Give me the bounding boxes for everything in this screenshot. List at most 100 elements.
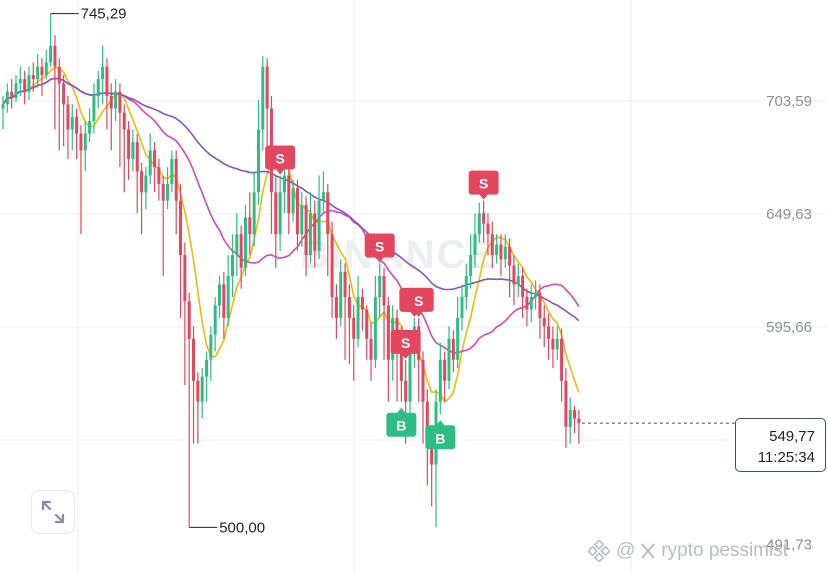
candle (547, 313, 551, 360)
candle (36, 54, 40, 88)
candle (360, 288, 364, 331)
candle (40, 58, 44, 96)
high-label: 745,29 (81, 6, 127, 23)
candle (66, 95, 70, 159)
candle (373, 276, 377, 369)
candle (300, 192, 304, 247)
candle (1, 95, 5, 130)
candle (508, 238, 512, 297)
candle (564, 368, 568, 448)
countdown-timer: 11:25:34 (757, 449, 815, 466)
extreme-labels: 745,29 500,00 (50, 6, 265, 536)
current-price-value: 549,77 (769, 428, 815, 445)
candle (421, 351, 425, 444)
candle (434, 389, 438, 528)
candle (226, 255, 230, 327)
candle (555, 326, 559, 360)
candle (477, 202, 481, 243)
candle (170, 150, 174, 193)
candle (161, 175, 165, 277)
candle (183, 242, 187, 385)
candle (53, 35, 57, 130)
candle (57, 58, 61, 151)
candle (343, 263, 347, 360)
candle (23, 70, 27, 105)
candle (27, 66, 31, 101)
candle (534, 280, 538, 310)
candle (473, 213, 477, 268)
candles (1, 13, 581, 528)
candle (148, 133, 152, 184)
candle (274, 175, 278, 268)
svg-text:S: S (479, 176, 488, 192)
svg-text:S: S (401, 335, 410, 351)
candle (352, 305, 356, 381)
candle (131, 129, 135, 172)
candle (196, 372, 200, 444)
buy-marker: B (425, 420, 456, 450)
candle (157, 158, 161, 201)
binance-logo-icon (588, 540, 610, 562)
candle (551, 326, 555, 369)
candle (495, 234, 499, 264)
candle (10, 79, 14, 109)
sell-marker: S (390, 329, 421, 359)
svg-text:S: S (414, 293, 423, 309)
candle (443, 351, 447, 402)
candle (265, 58, 269, 151)
candle (521, 267, 525, 318)
expand-icon (41, 500, 65, 524)
candle (92, 83, 96, 134)
candle (5, 83, 9, 113)
y-tick-label: 703,59 (766, 93, 812, 110)
sell-marker: S (265, 145, 296, 175)
candle (114, 79, 118, 122)
candle (256, 100, 260, 205)
candle (516, 263, 520, 297)
candle (486, 213, 490, 256)
candle (560, 328, 564, 402)
candle (18, 66, 22, 96)
candle (239, 225, 243, 289)
candle (304, 196, 308, 277)
buy-marker: B (386, 407, 417, 437)
candle (222, 271, 226, 339)
candle (200, 368, 204, 419)
x-logo-icon (641, 543, 655, 559)
y-axis-ticks: 703,59 649,63 595,66 491,73 (766, 93, 812, 554)
candle (118, 83, 122, 168)
candle (386, 296, 390, 402)
candle (101, 45, 105, 105)
candle (192, 326, 196, 444)
candle (308, 192, 312, 264)
candle (577, 410, 581, 444)
candle (378, 263, 382, 318)
candle (460, 284, 464, 331)
candle (529, 284, 533, 323)
candle (14, 75, 18, 103)
candle (140, 162, 144, 235)
candle (365, 305, 369, 360)
candle (235, 213, 239, 277)
current-price-box: 549,77 11:25:34 (735, 418, 826, 472)
y-tick-label: 491,73 (766, 537, 812, 554)
sell-marker: S (468, 170, 499, 200)
candle (295, 179, 299, 251)
candle (438, 343, 442, 415)
svg-text:B: B (435, 430, 445, 446)
candle (44, 49, 48, 80)
svg-text:B: B (396, 418, 406, 434)
watermark-credit: @ rypto pessimist (588, 540, 788, 562)
fullscreen-button[interactable] (31, 490, 75, 534)
candle (70, 104, 74, 151)
candle (538, 284, 542, 339)
ma-short-line (2, 66, 580, 403)
candle (75, 108, 79, 159)
candle (490, 221, 494, 268)
candle (179, 183, 183, 318)
candle (49, 13, 53, 67)
candle (313, 200, 317, 268)
candle (382, 267, 386, 360)
